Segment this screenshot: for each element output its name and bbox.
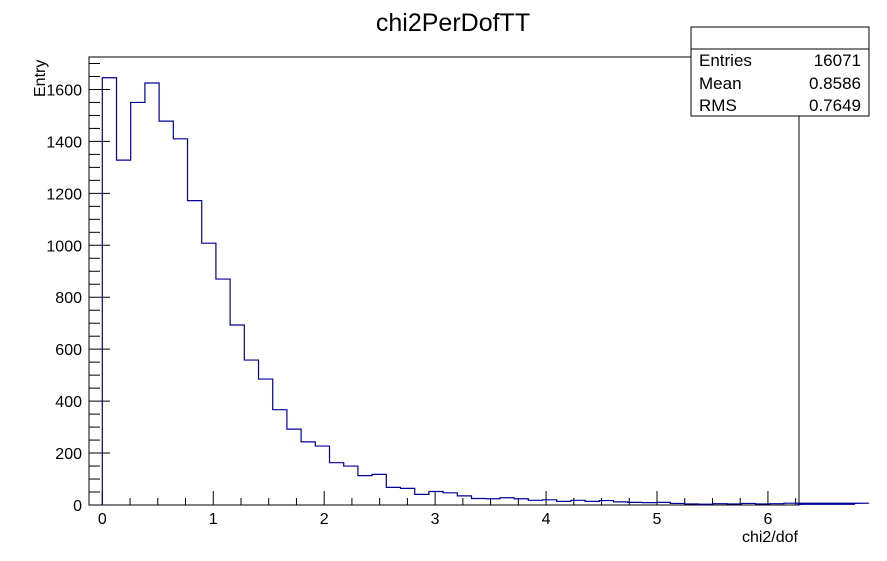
- stats-entries-label: Entries: [699, 51, 752, 70]
- x-tick-label: 3: [431, 511, 440, 528]
- x-axis-label: chi2/dof: [742, 529, 799, 546]
- x-tick-label: 0: [98, 511, 107, 528]
- stats-entries-value: 16071: [814, 51, 861, 70]
- y-tick-label: 800: [55, 290, 82, 307]
- x-tick-label: 4: [542, 511, 551, 528]
- y-axis: 0 200 400 600 800 1000 1200 1400 1600: [46, 62, 110, 515]
- y-axis-label: Entry: [32, 60, 49, 97]
- histogram-series-line: [101, 77, 870, 506]
- stats-box-frame: [690, 26, 870, 117]
- y-tick-label: 400: [55, 394, 82, 411]
- x-tick-label: 6: [763, 511, 772, 528]
- x-tick-label: 5: [653, 511, 662, 528]
- y-tick-label: 1000: [46, 238, 82, 255]
- y-tick-label: 1400: [46, 134, 82, 151]
- stats-mean-value: 0.8586: [809, 74, 861, 93]
- stats-mean-label: Mean: [699, 74, 742, 93]
- stats-box: Entries 16071 Mean 0.8586 RMS 0.7649: [690, 26, 870, 117]
- y-tick-label: 1200: [46, 186, 82, 203]
- stats-rms-label: RMS: [699, 96, 737, 115]
- plot-frame: [88, 56, 800, 506]
- x-tick-label: 2: [320, 511, 329, 528]
- stats-rms-value: 0.7649: [809, 96, 861, 115]
- y-tick-label: 1600: [46, 82, 82, 99]
- y-tick-label: 200: [55, 446, 82, 463]
- y-tick-label: 0: [73, 498, 82, 515]
- y-tick-label: 600: [55, 342, 82, 359]
- chart-title: chi2PerDofTT: [376, 9, 530, 37]
- x-axis: 0 1 2 3 4 5 6: [98, 491, 797, 528]
- x-tick-label: 1: [209, 511, 218, 528]
